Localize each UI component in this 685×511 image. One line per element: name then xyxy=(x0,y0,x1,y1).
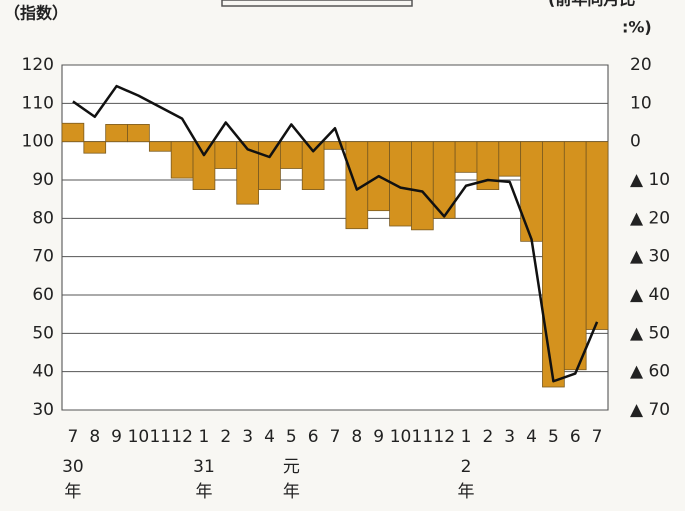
y-tick-label: 110 xyxy=(22,93,54,113)
x-tick-label: 7 xyxy=(330,427,341,447)
year-label: 30 年 xyxy=(62,457,84,502)
x-tick-label: 3 xyxy=(242,427,253,447)
year-label: 元年 xyxy=(283,457,300,502)
x-tick-label: 11 xyxy=(412,427,434,447)
bar xyxy=(563,141,587,371)
bar xyxy=(301,141,325,190)
x-tick-label: 12 xyxy=(171,427,193,447)
title-box xyxy=(221,0,413,7)
y2-tick-label: ▲ 50 xyxy=(630,323,670,343)
y2-tick-label: 10 xyxy=(630,93,652,113)
bar xyxy=(83,141,107,154)
bar xyxy=(214,141,238,169)
y2-tick-label: ▲ 30 xyxy=(630,247,670,267)
x-tick-label: 4 xyxy=(264,427,275,447)
x-tick-label: 1 xyxy=(461,427,472,447)
x-tick-label: 8 xyxy=(351,427,362,447)
y2-tick-label: ▲ 70 xyxy=(630,400,670,420)
bar xyxy=(192,141,216,190)
x-tick-label: 10 xyxy=(128,427,150,447)
x-tick-label: 6 xyxy=(570,427,581,447)
x-tick-label: 9 xyxy=(373,427,384,447)
y-tick-label: 100 xyxy=(22,132,54,152)
x-tick-label: 5 xyxy=(548,427,559,447)
x-tick-label: 12 xyxy=(433,427,455,447)
x-tick-label: 6 xyxy=(308,427,319,447)
y-tick-label: 60 xyxy=(32,285,54,305)
x-tick-label: 9 xyxy=(111,427,122,447)
x-tick-label: 4 xyxy=(526,427,537,447)
y-tick-label: 40 xyxy=(32,362,54,382)
x-tick-label: 10 xyxy=(390,427,412,447)
bar xyxy=(127,124,150,143)
y2-tick-label: 20 xyxy=(630,55,652,75)
y2-tick-label: ▲ 10 xyxy=(630,170,670,190)
y2-tick-label: ▲ 20 xyxy=(630,208,670,228)
y2-tick-label: 0 xyxy=(630,132,641,152)
y-tick-label: 90 xyxy=(32,170,54,190)
y2-tick-label: ▲ 60 xyxy=(630,362,670,382)
x-tick-label: 8 xyxy=(89,427,100,447)
bar xyxy=(61,122,85,143)
bar xyxy=(585,141,609,330)
plot-area xyxy=(61,64,609,411)
x-tick-label: 1 xyxy=(199,427,210,447)
bar xyxy=(432,141,456,219)
y-tick-label: 120 xyxy=(22,55,54,75)
year-label: 31 年 xyxy=(193,457,215,502)
bar xyxy=(520,141,543,242)
x-tick-label: 11 xyxy=(149,427,171,447)
y-tick-label: 80 xyxy=(32,208,54,228)
line xyxy=(72,84,599,383)
bar xyxy=(148,141,172,152)
x-tick-label: 7 xyxy=(68,427,79,447)
y2-axis-label: (前年同月比 xyxy=(548,0,635,9)
y2-unit: :%) xyxy=(622,18,652,37)
y-axis-label: （指数） xyxy=(4,4,68,23)
bar xyxy=(454,141,478,173)
bar xyxy=(170,141,194,179)
bar xyxy=(498,141,522,177)
x-tick-label: 3 xyxy=(504,427,515,447)
y-tick-label: 70 xyxy=(32,247,54,267)
x-tick-label: 7 xyxy=(592,427,603,447)
bar xyxy=(411,141,434,231)
bar xyxy=(258,141,281,190)
bar xyxy=(542,141,565,388)
bar xyxy=(279,141,303,169)
bar xyxy=(105,124,128,143)
y-tick-label: 50 xyxy=(32,323,54,343)
y-tick-label: 30 xyxy=(32,400,54,420)
x-tick-label: 2 xyxy=(220,427,231,447)
x-tick-label: 2 xyxy=(482,427,493,447)
x-tick-label: 5 xyxy=(286,427,297,447)
y2-tick-label: ▲ 40 xyxy=(630,285,670,305)
